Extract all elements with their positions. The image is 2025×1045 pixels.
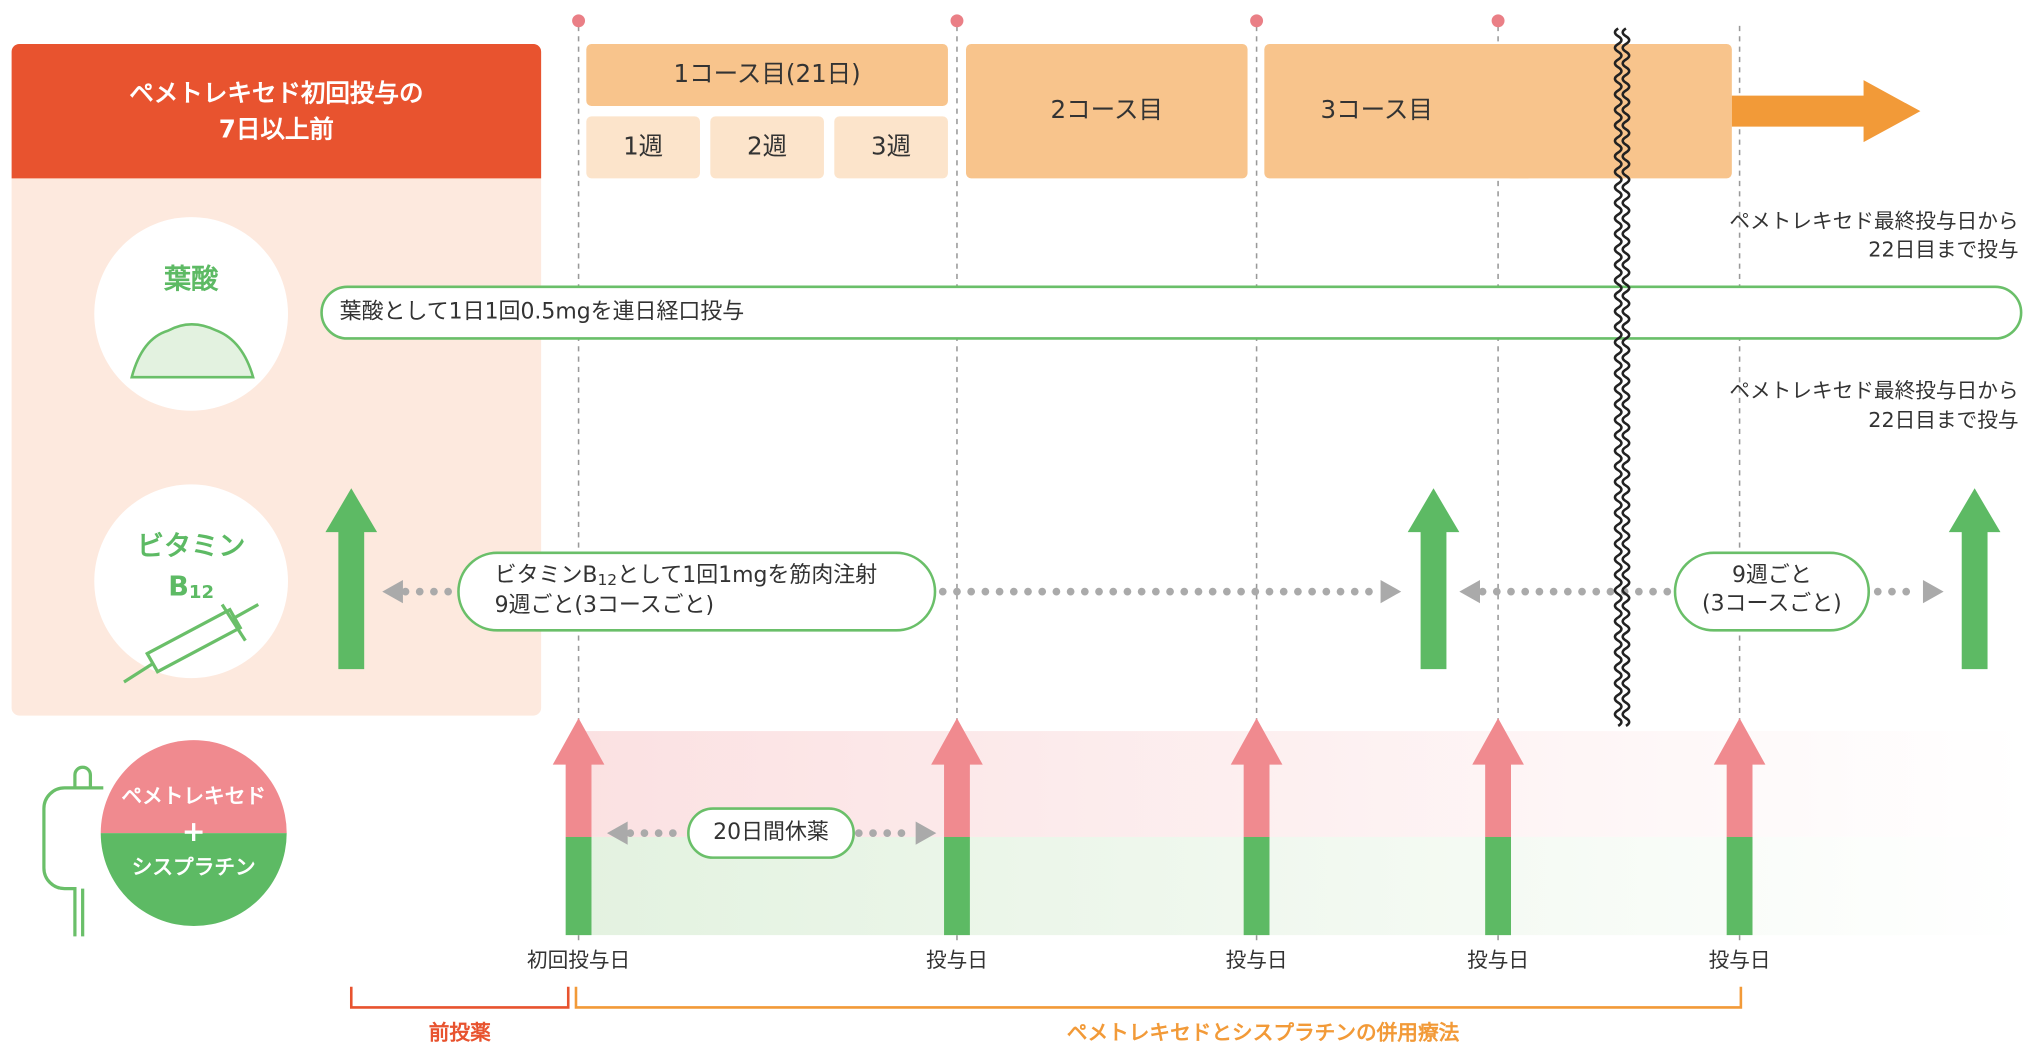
dose-day: 初回投与日 (527, 948, 630, 972)
week-label: 1週 (623, 131, 663, 160)
course-box (1506, 44, 1732, 178)
dose-arrow-bottom (1727, 837, 1753, 935)
dose-arrow-bottom (1244, 837, 1270, 935)
course-boxes: 1コース目(21日) 1週 2週 3週 2コース目 3コース目 (586, 44, 1920, 178)
header-line: 7日以上前 (219, 115, 334, 144)
note: 22日目まで投与 (1868, 408, 2018, 432)
premed-bracket (351, 987, 568, 1008)
drug: ペメトレキセド (121, 784, 266, 808)
interval: (3コースごと) (1702, 592, 1842, 617)
header-line: ペメトレキセド初回投与の (129, 78, 423, 107)
iv-bag (44, 767, 103, 936)
course-label: 3コース目 (1320, 95, 1432, 124)
subscript: 12 (597, 570, 617, 588)
folic-label: 葉酸 (163, 263, 219, 295)
week-label: 2週 (747, 131, 787, 160)
b12-injection-arrow (1408, 488, 1460, 669)
note: 22日目まで投与 (1868, 238, 2018, 262)
text-part: ビタミンB (495, 563, 598, 588)
dose-arrow-bottom (1485, 837, 1511, 935)
note: ペメトレキセド最終投与日から (1729, 209, 2018, 233)
pre-header (12, 44, 541, 178)
rest-label: 20日間休薬 (713, 820, 829, 845)
diagram: ペメトレキセド初回投与の 7日以上前 葉酸 ビタミン B12 1コース目(21日… (0, 0, 2025, 1045)
arrowhead (1923, 580, 1944, 603)
course-label: 1コース目(21日) (673, 59, 860, 88)
combo-bracket (576, 987, 1741, 1008)
phase-label: ペメトレキセドとシスプラチンの併用療法 (1067, 1020, 1460, 1044)
b12-instruction: ビタミンB12として1回1mgを筋肉注射 (495, 563, 878, 588)
b12-letter: B (168, 571, 189, 602)
dose-day: 投与日 (926, 948, 988, 972)
dose-day: 投与日 (1709, 948, 1771, 972)
phase-label: 前投薬 (429, 1020, 491, 1044)
page: ペメトレキセド投与スケジュール {"header": {"lines": ["ペ… (0, 0, 2025, 1045)
drug-plus: + (182, 815, 206, 848)
timeline-dot (1250, 14, 1263, 27)
b12-label: ビタミン (137, 531, 245, 562)
timeline-dot (1492, 14, 1505, 27)
continue-arrow (1732, 80, 1921, 142)
b12-subscript: 12 (189, 582, 214, 603)
dose-arrow-bottom (944, 837, 970, 935)
folic-instruction: 葉酸として1日1回0.5mgを連日経口投与 (340, 300, 745, 325)
dose-arrow-bottom (566, 837, 592, 935)
interval: 9週ごと (1732, 563, 1812, 588)
arrowhead (1459, 580, 1480, 603)
course-label: 2コース目 (1051, 95, 1163, 124)
week-label: 3週 (871, 131, 911, 160)
b12-instruction: 9週ごと(3コースごと) (495, 593, 714, 618)
drug: シスプラチン (132, 855, 256, 879)
b12-injection-arrow (1949, 488, 2001, 669)
dose-day: 投与日 (1467, 948, 1529, 972)
note: ペメトレキセド最終投与日から (1729, 378, 2018, 402)
timeline-dot (951, 14, 964, 27)
folic-circle (94, 217, 288, 411)
timeline-dot (572, 14, 585, 27)
text-part: として1回1mgを筋肉注射 (617, 563, 877, 588)
dose-day: 投与日 (1226, 948, 1288, 972)
body: ペメトレキセド初回投与の 7日以上前 葉酸 ビタミン B12 1コース目(21日… (0, 0, 2025, 1045)
arrowhead (1381, 580, 1402, 603)
